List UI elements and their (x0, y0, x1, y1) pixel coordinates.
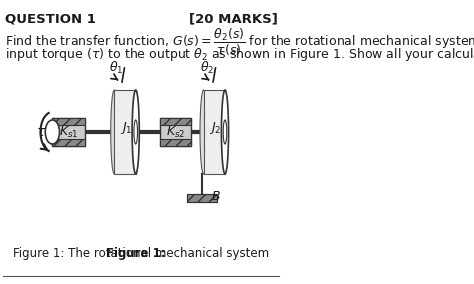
Bar (160, 118, 191, 125)
Text: input torque $(\tau)$ to the output $\theta_2$ as shown in Figure 1. Show all yo: input torque $(\tau)$ to the output $\th… (5, 46, 474, 63)
Bar (203, 90, 225, 174)
Text: $J_2$: $J_2$ (210, 120, 222, 136)
Text: $B$: $B$ (211, 189, 220, 202)
Bar (52, 118, 85, 125)
Text: Figure 1: The rotational mechanical system: Figure 1: The rotational mechanical syst… (13, 247, 269, 260)
Text: [20 MARKS]: [20 MARKS] (189, 12, 277, 25)
Text: $K_{s2}$: $K_{s2}$ (166, 124, 185, 139)
Ellipse shape (111, 90, 118, 174)
Text: $K_{s1}$: $K_{s1}$ (59, 124, 78, 139)
Text: QUESTION 1: QUESTION 1 (5, 12, 96, 25)
Ellipse shape (221, 90, 228, 174)
Text: $\tau$: $\tau$ (36, 125, 47, 139)
Text: Find the transfer function, $G(s) = \dfrac{\theta_2(s)}{\tau(s)}$ for the rotati: Find the transfer function, $G(s) = \dfr… (5, 27, 474, 58)
Bar (114, 90, 136, 174)
Bar (188, 194, 217, 202)
Bar (188, 194, 217, 202)
Bar (52, 139, 85, 146)
Text: $\theta_2$: $\theta_2$ (200, 60, 214, 76)
Circle shape (45, 120, 60, 144)
Ellipse shape (200, 90, 207, 174)
Bar (160, 118, 191, 146)
Text: $\theta_1$: $\theta_1$ (109, 60, 123, 76)
Ellipse shape (134, 120, 137, 144)
Ellipse shape (223, 120, 227, 144)
Ellipse shape (132, 90, 139, 174)
Text: $J_1$: $J_1$ (120, 120, 132, 136)
Bar (52, 118, 85, 146)
Text: Figure 1:: Figure 1: (106, 247, 165, 260)
Bar (160, 139, 191, 146)
